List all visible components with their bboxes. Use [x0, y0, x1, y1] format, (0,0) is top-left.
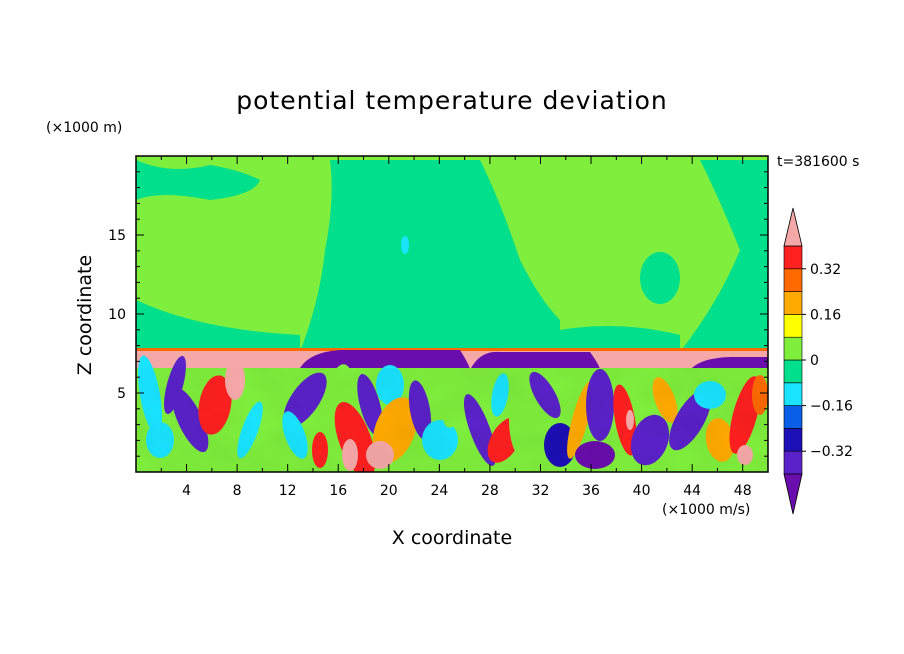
colorbar-label: 0	[810, 353, 819, 369]
turbulent-structures	[136, 355, 768, 472]
colorbar-label: −0.32	[810, 444, 853, 460]
colorbar-band	[783, 336, 803, 361]
plot-field	[136, 156, 768, 472]
patch	[640, 252, 680, 304]
x-tick-label: 48	[734, 483, 752, 499]
patch	[136, 300, 300, 352]
y-tick-label: 5	[117, 386, 126, 402]
y-tick-label: 15	[108, 228, 126, 244]
y-axis-unit: (×1000 m)	[46, 120, 123, 136]
colorbar-band	[783, 450, 803, 475]
patch	[401, 236, 409, 254]
patch	[136, 160, 260, 200]
time-label: t=381600 s	[777, 154, 860, 170]
chart-title: potential temperature deviation	[236, 86, 668, 115]
x-tick-label: 28	[481, 483, 499, 499]
colorbar-band	[783, 245, 803, 270]
x-axis-label: X coordinate	[391, 527, 513, 549]
colorbar-band	[783, 428, 803, 452]
colorbar-band	[783, 405, 803, 429]
x-tick-label: 44	[683, 483, 701, 499]
x-tick-label: 36	[582, 483, 600, 499]
x-axis-unit: (×1000 m/s)	[662, 502, 751, 518]
x-tick-label: 40	[633, 483, 651, 499]
x-tick-label: 8	[233, 483, 242, 499]
colorbar-extend-max	[783, 207, 803, 247]
x-tick-label: 20	[380, 483, 398, 499]
patch	[690, 357, 768, 370]
x-tick-label: 32	[532, 483, 550, 499]
colorbar-label: −0.16	[810, 399, 853, 415]
x-tick-label: 4	[182, 483, 191, 499]
y-tick-label: 10	[108, 307, 126, 323]
y-axis: 5 10 15	[108, 171, 768, 457]
colorbar: 0.32 0.16 0 −0.16 −0.32	[783, 207, 853, 515]
patch	[680, 160, 768, 352]
texture-overlay	[136, 368, 768, 472]
patch	[300, 160, 560, 352]
x-tick-label: 12	[279, 483, 297, 499]
x-tick-label: 16	[329, 483, 347, 499]
colorbar-band	[783, 291, 803, 315]
x-axis: 4 8 12 16 20 24 28 32 36 40 44 48	[160, 156, 752, 499]
colorbar-band	[783, 359, 803, 384]
colorbar-extend-min	[783, 473, 803, 515]
colorbar-band	[783, 268, 803, 292]
x-tick-label: 24	[430, 483, 448, 499]
patch	[470, 351, 600, 370]
colorbar-label: 0.16	[810, 307, 841, 323]
colorbar-band	[783, 382, 803, 406]
colorbar-band	[783, 314, 803, 338]
colorbar-label: 0.32	[810, 262, 841, 278]
patch	[560, 326, 680, 352]
